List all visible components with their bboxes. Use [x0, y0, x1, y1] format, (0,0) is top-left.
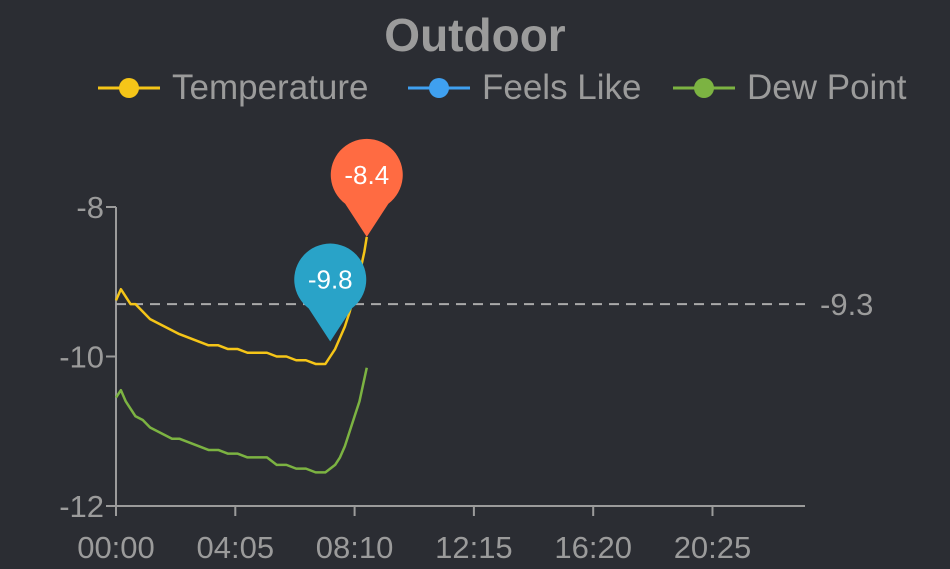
legend-item-temperature[interactable]: Temperature: [98, 66, 368, 110]
series-line-dew-point: [114, 367, 368, 474]
legend-swatch-temperature: [98, 78, 160, 98]
y-tick-label: -8: [76, 190, 104, 225]
x-tick-label: 08:10: [316, 530, 394, 565]
legend: Temperature Feels Like Dew Point: [0, 66, 950, 110]
y-tick-label: -10: [59, 340, 104, 375]
series-line-temperature: [114, 236, 369, 366]
legend-label-dew-point: Dew Point: [747, 68, 907, 107]
x-tick-label: 16:20: [554, 530, 632, 565]
marker-pin-min: [294, 243, 367, 342]
x-tick-label: 12:15: [435, 530, 513, 565]
x-tick-label: 04:05: [197, 530, 275, 565]
legend-label-temperature: Temperature: [172, 68, 369, 107]
legend-label-feels-like: Feels Like: [482, 68, 642, 107]
legend-swatch-dew-point: [673, 78, 735, 98]
x-tick-label: 00:00: [77, 530, 155, 565]
legend-item-dew-point[interactable]: Dew Point: [673, 66, 907, 110]
marker-label-min: -9.8: [308, 265, 353, 295]
x-tick-label: 20:25: [674, 530, 752, 565]
y-tick-label: -12: [59, 489, 104, 524]
legend-swatch-feels-like: [408, 78, 470, 98]
reference-line-label: -9.3: [820, 287, 873, 322]
marker-pin-max: [330, 138, 403, 237]
legend-item-feels-like[interactable]: Feels Like: [408, 66, 642, 110]
marker-label-max: -8.4: [344, 160, 389, 190]
chart-title: Outdoor: [384, 9, 566, 61]
